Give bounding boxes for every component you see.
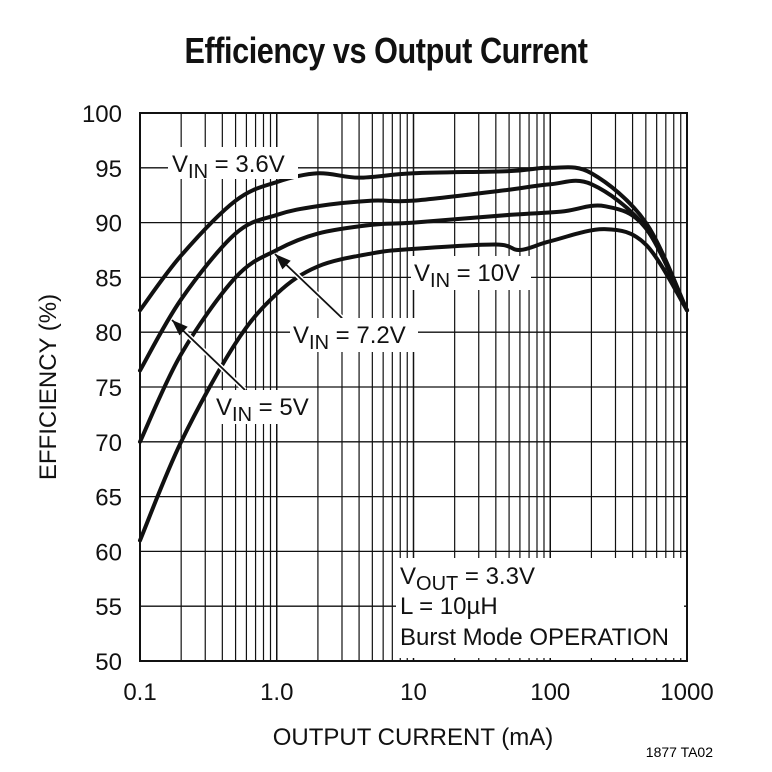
x-tick-labels: 0.1 1.0 10 100 1000: [123, 679, 713, 706]
label-vin-5: VIN = 5V: [212, 390, 315, 426]
figure-id: 1877 TA02: [646, 744, 713, 760]
y-tick-label: 95: [95, 156, 122, 183]
y-tick-label: 75: [95, 375, 122, 402]
label-vin-10: VIN = 10V: [411, 256, 531, 292]
label-vin-3.6: VIN = 3.6V: [168, 147, 298, 183]
svg-text:VOUT = 3.3V: VOUT = 3.3V: [400, 563, 535, 595]
x-tick-label: 100: [530, 679, 570, 706]
y-tick-label: 65: [95, 485, 122, 512]
conditions-annotation: VOUT = 3.3V L = 10µH Burst Mode OPERATIO…: [396, 558, 684, 658]
svg-text:Burst Mode OPERATION: Burst Mode OPERATION: [400, 624, 669, 651]
chart-title: Efficiency vs Output Current: [184, 30, 588, 71]
series-line-0: [138, 165, 689, 313]
svg-text:L = 10µH: L = 10µH: [400, 593, 498, 620]
y-tick-label: 90: [95, 211, 122, 238]
y-tick-label: 100: [82, 101, 122, 128]
x-axis-label: OUTPUT CURRENT (mA): [273, 724, 553, 751]
svg-text:VIN = 10V: VIN = 10V: [414, 260, 520, 292]
series-line-3: [138, 227, 689, 543]
arrow-vin-5-head: [172, 320, 188, 336]
x-tick-label: 0.1: [123, 679, 156, 706]
svg-text:VIN = 5V: VIN = 5V: [216, 394, 309, 426]
y-tick-label: 70: [95, 430, 122, 457]
y-tick-label: 80: [95, 320, 122, 347]
svg-text:VIN = 7.2V: VIN = 7.2V: [293, 322, 406, 354]
series-line-2: [138, 203, 689, 444]
arrow-vin-7.2-head: [275, 254, 291, 270]
x-tick-label: 1.0: [260, 679, 293, 706]
arrow-vin-5: [171, 319, 246, 391]
curves: [138, 165, 689, 543]
arrows: [170, 252, 344, 392]
label-vin-7.2: VIN = 7.2V: [290, 318, 418, 354]
y-tick-label: 50: [95, 649, 122, 676]
series-line-1: [138, 178, 689, 373]
svg-text:VIN = 3.6V: VIN = 3.6V: [172, 151, 285, 183]
y-tick-label: 85: [95, 265, 122, 292]
y-tick-label: 60: [95, 539, 122, 566]
plot-frame: [139, 112, 688, 662]
x-tick-label: 1000: [660, 679, 713, 706]
y-tick-labels: 50 55 60 65 70 75 80 85 90 95 100: [82, 101, 122, 676]
y-axis-label: EFFICIENCY (%): [35, 294, 62, 480]
y-tick-label: 55: [95, 594, 122, 621]
x-tick-label: 10: [400, 679, 427, 706]
